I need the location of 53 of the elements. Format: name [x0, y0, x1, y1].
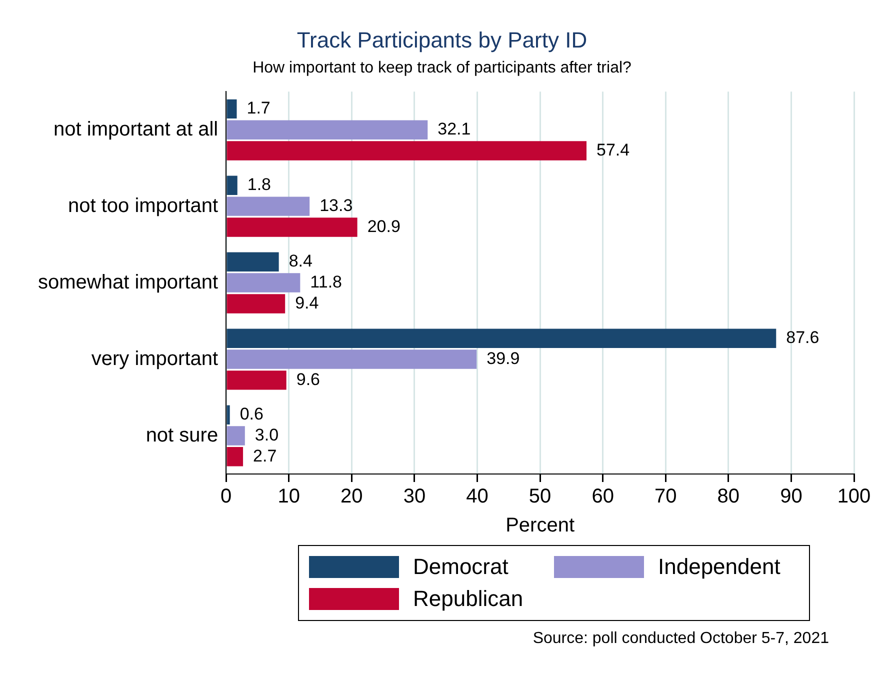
bar: [226, 350, 477, 369]
bar: [226, 252, 279, 272]
x-tick-label: 90: [780, 486, 802, 508]
source-note: Source: poll conducted October 5-7, 2021: [532, 630, 830, 648]
x-tick-label: 10: [278, 486, 300, 508]
bar: [226, 196, 310, 216]
bar: [226, 120, 428, 140]
x-axis-title: Percent: [506, 514, 575, 537]
chart-subtitle: How important to keep track of participants after trial?: [252, 59, 632, 76]
chart-title: Track Participants by Party ID: [296, 27, 588, 52]
x-tick-label: 40: [466, 486, 488, 508]
data-label: 13.3: [320, 196, 353, 216]
data-label: 39.9: [486, 348, 520, 368]
bar: [226, 218, 358, 237]
data-label: 32.1: [438, 120, 471, 139]
x-tick-label: 20: [340, 486, 363, 508]
data-label: 1.8: [247, 175, 272, 194]
bar: [226, 328, 776, 348]
bar: [226, 176, 238, 196]
bar: [226, 447, 244, 466]
legend-label: Republican: [413, 586, 524, 612]
data-label: 57.4: [596, 140, 630, 160]
legend-label: Independent: [658, 554, 780, 580]
data-label: 20.9: [367, 216, 400, 236]
data-label: 8.4: [288, 252, 312, 271]
bar: [226, 405, 230, 424]
legend-label: Democrat: [413, 554, 508, 580]
x-tick-label: 100: [837, 486, 871, 508]
bar: [226, 273, 300, 292]
y-tick-label: not too important: [68, 194, 219, 217]
x-tick-label: 80: [717, 486, 740, 508]
data-label: 9.6: [296, 370, 320, 389]
bar: [226, 370, 286, 390]
data-label: 2.7: [253, 446, 277, 466]
bar: [226, 99, 237, 119]
y-tick-label: very important: [91, 348, 219, 370]
x-tick-label: 70: [654, 486, 677, 508]
data-label: 11.8: [310, 272, 342, 292]
x-tick-label: 50: [528, 486, 552, 508]
y-tick-label: not important at all: [54, 118, 218, 140]
data-label: 1.7: [246, 98, 270, 118]
x-tick-label: 0: [220, 486, 232, 508]
data-label: 3.0: [254, 425, 279, 444]
data-label: 9.4: [295, 293, 319, 312]
x-tick-label: 30: [403, 486, 426, 508]
y-tick-label: not sure: [146, 424, 218, 446]
x-tick-label: 60: [592, 486, 614, 508]
bar: [226, 426, 245, 446]
data-label: 87.6: [786, 328, 820, 348]
data-label: 0.6: [240, 404, 264, 424]
bar: [226, 141, 587, 160]
y-tick-label: somewhat important: [38, 271, 219, 294]
bar: [226, 294, 286, 314]
